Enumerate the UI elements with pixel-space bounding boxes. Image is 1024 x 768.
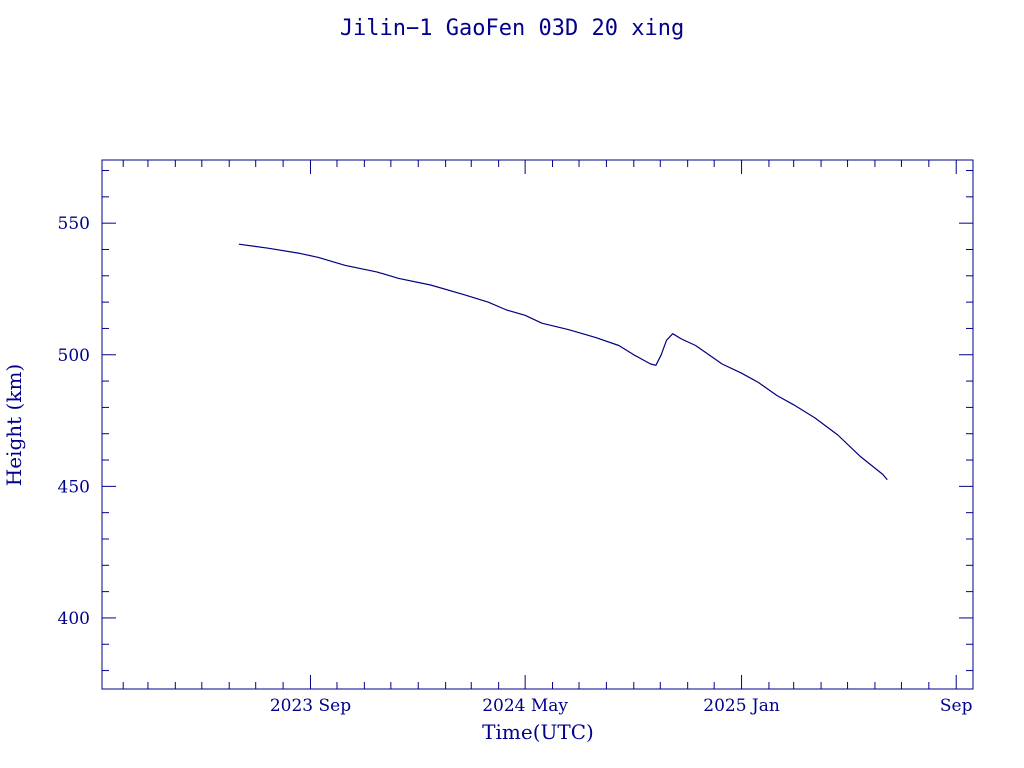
x-tick-label: 2023 Sep (270, 696, 351, 716)
x-tick-label: 2024 May (482, 696, 568, 716)
x-tick-label: Sep (940, 696, 973, 716)
height-series-line (238, 243, 888, 481)
plot-frame (101, 159, 974, 690)
y-axis-label: Height (km) (2, 363, 26, 487)
y-tick-label: 500 (58, 346, 90, 366)
x-axis-label: Time(UTC) (482, 720, 594, 744)
chart-title: Jilin−1 GaoFen 03D 20 xing (339, 16, 685, 41)
y-tick-label: 450 (58, 477, 90, 497)
y-tick-label: 550 (58, 214, 90, 234)
x-tick-label: 2025 Jan (703, 696, 780, 716)
y-tick-label: 400 (58, 609, 90, 629)
